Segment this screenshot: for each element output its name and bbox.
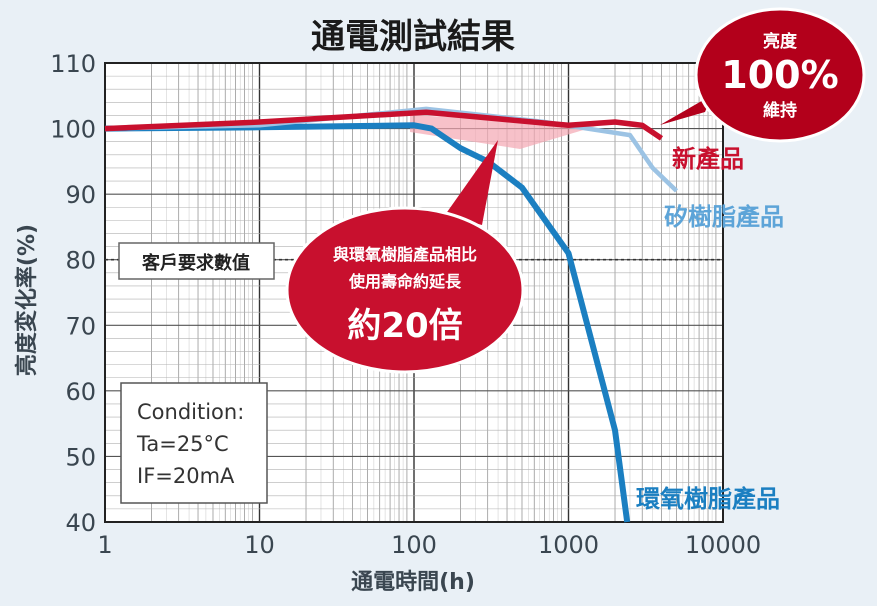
x-tick-label: 1 <box>97 531 112 559</box>
retention-value: 100% <box>721 53 838 97</box>
series-group <box>104 106 679 523</box>
series-line-new-product <box>104 109 664 141</box>
lifetime-line1: 與環氧樹脂產品相比 <box>333 245 477 264</box>
x-tick-label: 100 <box>391 531 437 559</box>
y-tick-label: 50 <box>65 443 96 471</box>
chart-title: 通電測試結果 <box>311 17 515 57</box>
y-tick-label: 70 <box>65 312 96 340</box>
y-tick-label: 40 <box>65 509 96 537</box>
y-tick-label: 60 <box>65 378 96 406</box>
x-tick-label: 10000 <box>685 531 761 559</box>
x-axis-label: 通電時間(h) <box>351 570 475 595</box>
retention-top: 亮度 <box>763 31 798 52</box>
x-tick-label: 1000 <box>538 531 599 559</box>
series-line-epoxy <box>104 122 631 523</box>
x-tick-label: 10 <box>244 531 275 559</box>
label-silicone-product: 矽樹脂產品 <box>664 203 784 231</box>
lifetime-line2: 使用壽命約延長 <box>348 272 462 291</box>
lifetime-callout: 與環氧樹脂產品相比 使用壽命約延長 約20倍 <box>285 140 525 374</box>
label-epoxy-product: 環氧樹脂產品 <box>636 485 780 513</box>
y-tick-label: 80 <box>65 247 96 275</box>
condition-title: Condition: <box>137 400 244 424</box>
reference-label: 客戶要求數值 <box>142 252 250 274</box>
y-axis-label: 亮度変化率(%) <box>14 224 40 376</box>
retention-bottom: 維持 <box>763 100 797 121</box>
condition-if: IF=20mA <box>137 464 235 488</box>
condition-box <box>120 382 268 504</box>
y-tick-label: 100 <box>50 116 96 144</box>
reference-label-box <box>118 242 275 280</box>
plot-frame <box>104 62 724 523</box>
condition-ta: Ta=25°C <box>136 432 229 456</box>
lifetime-value: 約20倍 <box>347 306 462 346</box>
y-tick-label: 110 <box>50 50 96 78</box>
y-tick-label: 90 <box>65 181 96 209</box>
retention-callout: 亮度 100% 維持 <box>660 7 866 143</box>
label-new-product: 新產品 <box>672 145 744 173</box>
